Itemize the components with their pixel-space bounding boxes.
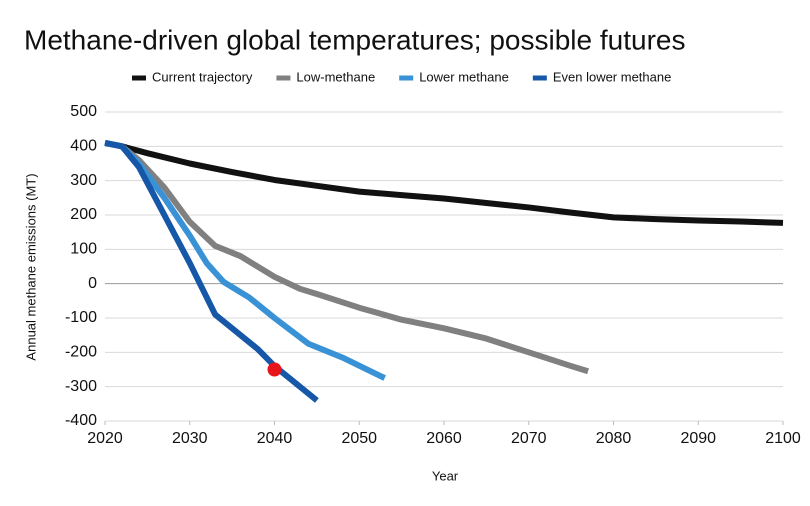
y-tick-label: 200 xyxy=(70,206,97,223)
x-axis-label: Year xyxy=(432,468,459,483)
x-tick-label: 2020 xyxy=(87,430,123,447)
y-tick-label: 400 xyxy=(70,138,97,155)
x-tick-label: 2060 xyxy=(426,430,462,447)
y-tick-label: -200 xyxy=(65,344,97,361)
x-tick-label: 2030 xyxy=(172,430,208,447)
legend-label: Lower methane xyxy=(419,69,509,84)
series-line xyxy=(104,139,784,226)
chart-title: Methane-driven global temperatures; poss… xyxy=(24,24,685,55)
legend-label: Low-methane xyxy=(296,69,375,84)
y-tick-label: 0 xyxy=(88,275,97,292)
y-tick-label: 300 xyxy=(70,172,97,189)
highlight-marker xyxy=(267,362,282,377)
x-tick-label: 2040 xyxy=(257,430,293,447)
x-tick-label: 2090 xyxy=(680,430,716,447)
y-tick-label: -400 xyxy=(65,412,97,429)
x-tick-label: 2080 xyxy=(596,430,632,447)
series-line xyxy=(104,139,319,403)
series-line xyxy=(104,139,589,375)
y-tick-label: -300 xyxy=(65,378,97,395)
x-tick-label: 2050 xyxy=(341,430,377,447)
y-tick-label: 500 xyxy=(70,103,97,120)
x-tick-label: 2070 xyxy=(511,430,547,447)
x-tick-label: 2100 xyxy=(765,430,801,447)
legend-label: Even lower methane xyxy=(553,69,672,84)
legend-label: Current trajectory xyxy=(152,69,253,84)
y-tick-label: -100 xyxy=(65,309,97,326)
y-tick-label: 100 xyxy=(70,241,97,258)
y-axis-label: Annual methane emissions (MT) xyxy=(23,173,38,360)
